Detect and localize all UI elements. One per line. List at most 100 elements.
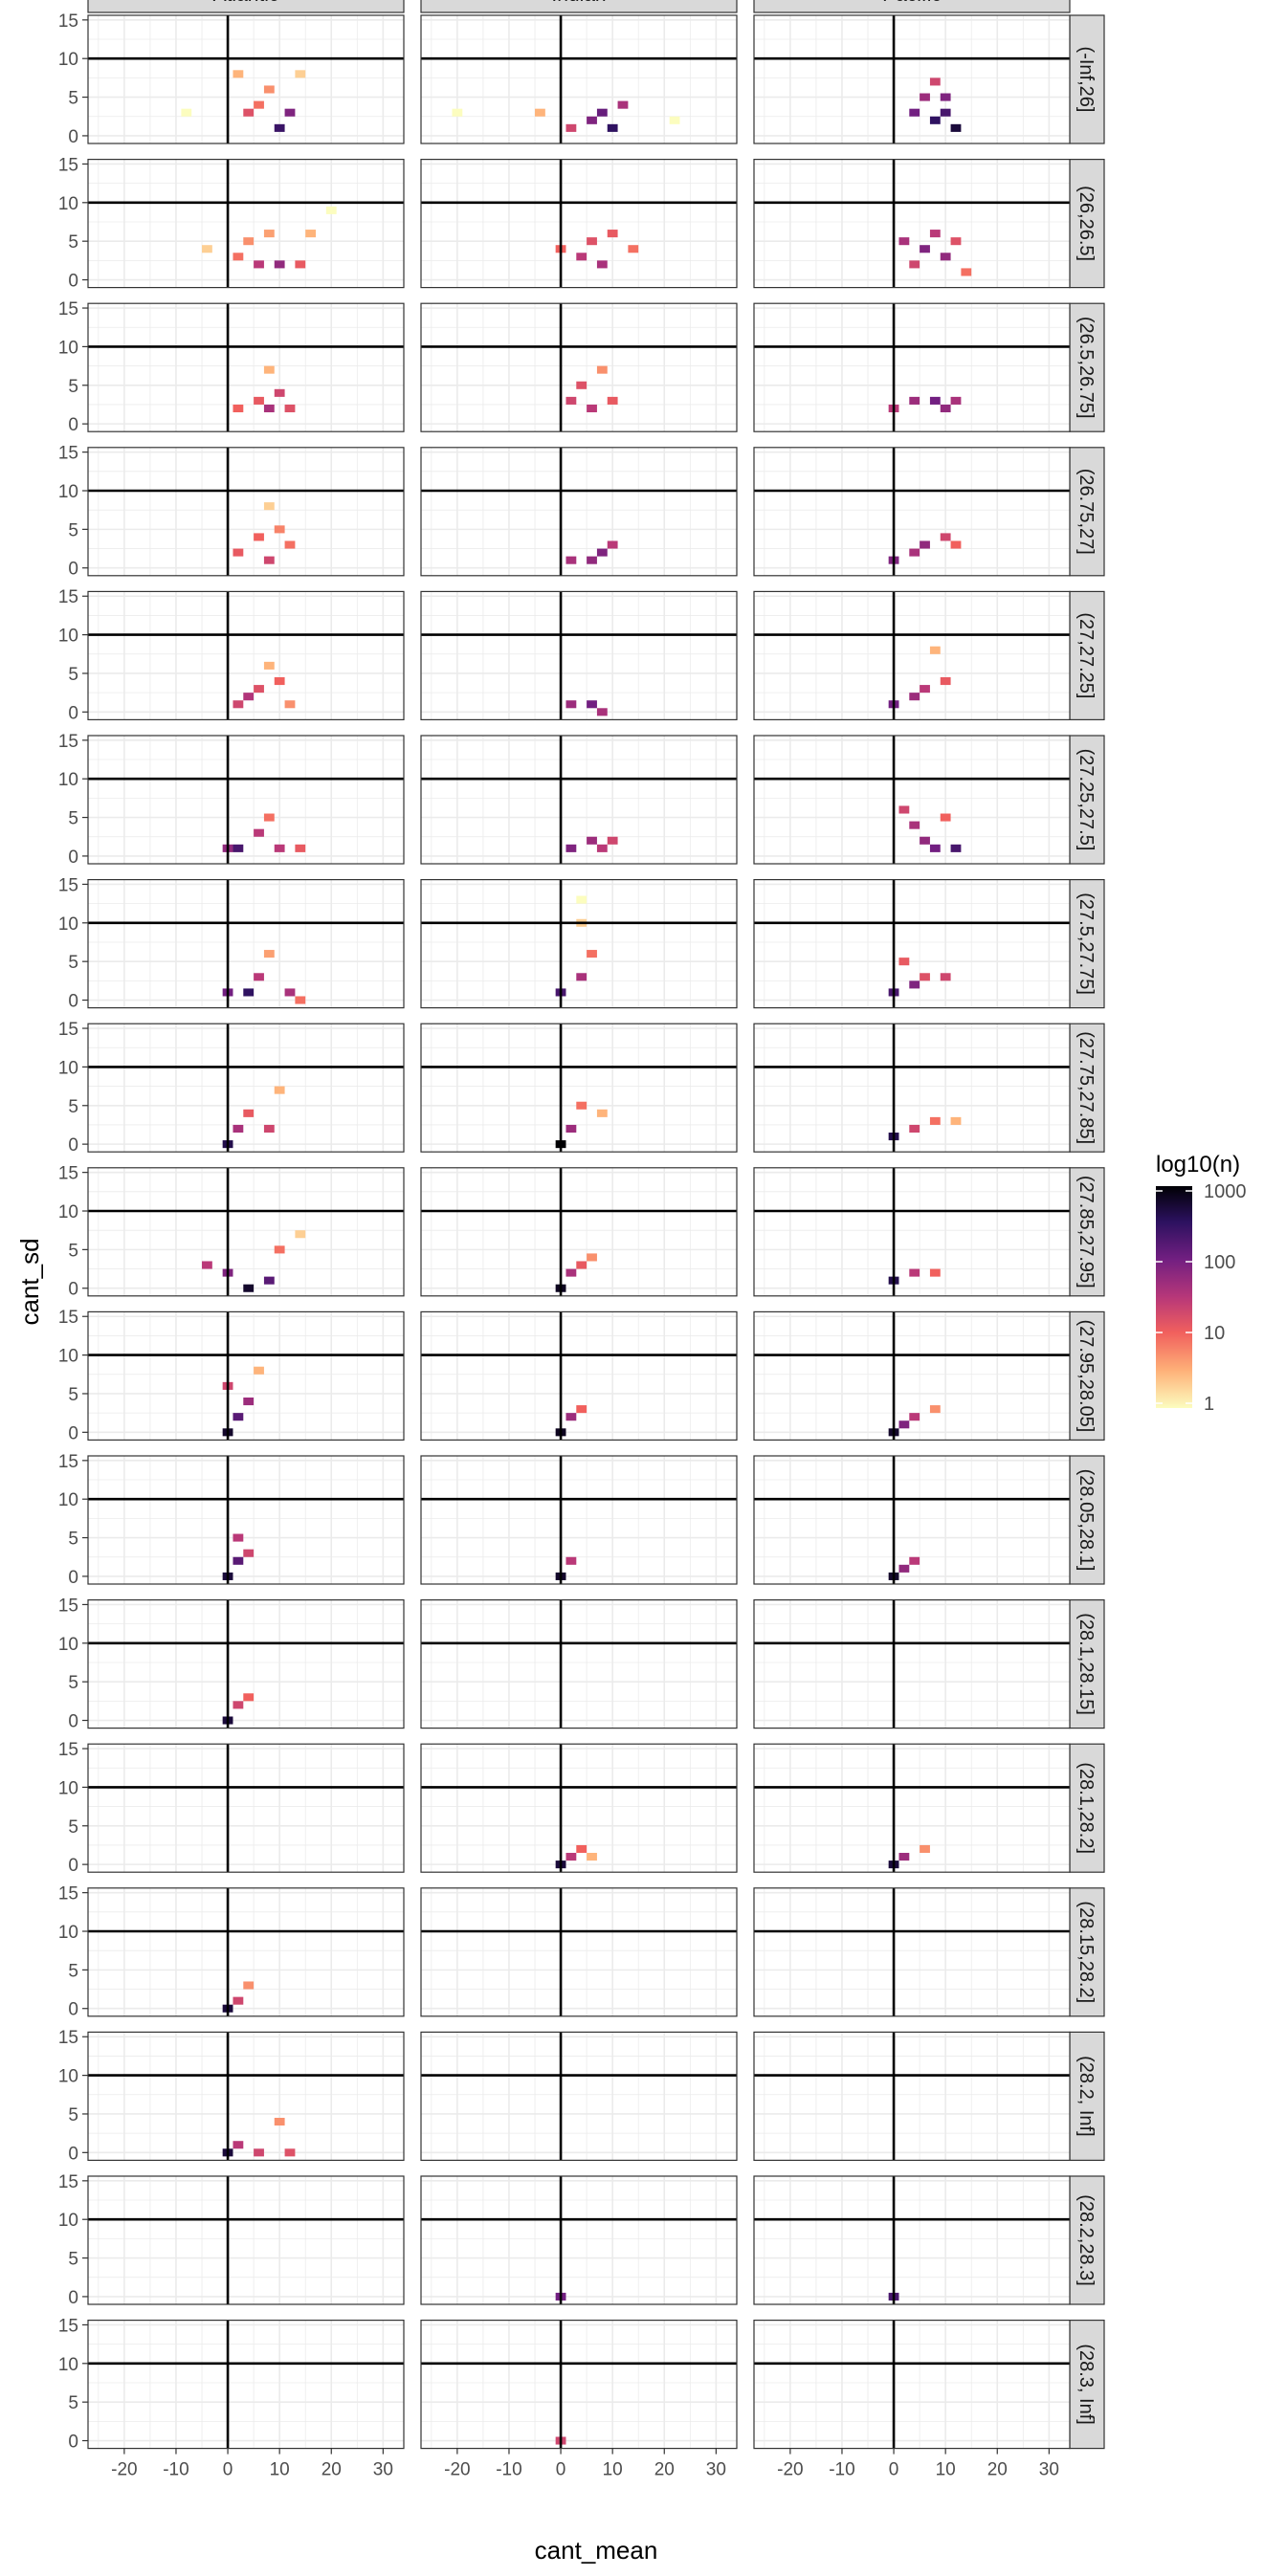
heatmap-tile bbox=[284, 2148, 296, 2157]
facet-panel bbox=[420, 2175, 738, 2305]
heatmap-tile bbox=[607, 123, 618, 132]
y-tick-label: 5 bbox=[68, 2393, 78, 2413]
heatmap-tile bbox=[607, 230, 618, 238]
heatmap-tile bbox=[576, 1844, 588, 1854]
y-tick-label: 5 bbox=[68, 1530, 78, 1550]
y-tick-label: 5 bbox=[68, 1385, 78, 1405]
heatmap-tile bbox=[243, 108, 255, 117]
facet-panel bbox=[753, 1167, 1071, 1297]
facet-panel bbox=[753, 159, 1071, 289]
heatmap-tile bbox=[909, 260, 920, 269]
y-tick-label: 0 bbox=[68, 2000, 78, 2020]
y-tick-label: 5 bbox=[68, 520, 78, 540]
y-tick-label: 15 bbox=[58, 155, 78, 175]
row-strip-label: (28.05,28.1] bbox=[1075, 1469, 1097, 1572]
heatmap-tile bbox=[233, 1556, 244, 1565]
y-tick-label: 5 bbox=[68, 2105, 78, 2125]
heatmap-tile bbox=[607, 836, 618, 845]
heatmap-tile bbox=[284, 404, 296, 413]
y-tick-label: 15 bbox=[58, 1740, 78, 1760]
heatmap-tile bbox=[274, 677, 285, 686]
facet-panel bbox=[753, 1023, 1071, 1153]
heatmap-tile bbox=[274, 844, 285, 852]
y-tick-label: 10 bbox=[58, 482, 78, 502]
heatmap-tile bbox=[929, 77, 941, 86]
heatmap-tile bbox=[909, 980, 920, 989]
facet-panel bbox=[753, 1455, 1071, 1585]
heatmap-tile bbox=[243, 1693, 255, 1702]
facet-panel bbox=[753, 590, 1071, 721]
facet-panel bbox=[420, 159, 738, 289]
facet-panel bbox=[420, 2031, 738, 2161]
heatmap-tile bbox=[950, 844, 962, 852]
y-tick-label: 15 bbox=[58, 1020, 78, 1040]
heatmap-tile bbox=[920, 1844, 930, 1854]
heatmap-tile bbox=[596, 365, 608, 374]
heatmap-tile bbox=[587, 1853, 597, 1861]
row-strip-label: (28.1,28.2] bbox=[1075, 1762, 1097, 1854]
heatmap-tile bbox=[898, 1564, 910, 1573]
legend-tick-label: 10 bbox=[1204, 1323, 1225, 1344]
heatmap-tile bbox=[898, 1853, 910, 1861]
facet-panel bbox=[420, 1167, 738, 1297]
row-strip: (27.85,27.95] bbox=[1069, 1167, 1105, 1297]
y-tick-label: 0 bbox=[68, 1280, 78, 1300]
heatmap-tile bbox=[263, 230, 275, 238]
heatmap-tile bbox=[587, 404, 597, 413]
heatmap-tile bbox=[950, 540, 962, 549]
column-strip: Indian bbox=[420, 0, 738, 13]
x-tick-label: 10 bbox=[936, 2460, 956, 2480]
heatmap-tile bbox=[243, 1109, 255, 1117]
y-tick-label: 5 bbox=[68, 89, 78, 109]
legend-title: log10(n) bbox=[1156, 1152, 1240, 1178]
row-strip-label: (27.25,27.5] bbox=[1075, 749, 1097, 851]
heatmap-tile bbox=[254, 100, 264, 109]
y-tick-label: 0 bbox=[68, 1712, 78, 1732]
row-strip: (26.75,27] bbox=[1069, 447, 1105, 577]
legend: log10(n) 1 10 100 1000 bbox=[1156, 1152, 1247, 1415]
heatmap-tile bbox=[596, 1109, 608, 1117]
heatmap-tile bbox=[295, 844, 306, 852]
facet-panel bbox=[753, 2031, 1071, 2161]
heatmap-tile bbox=[243, 1284, 255, 1292]
y-tick-label: 15 bbox=[58, 11, 78, 32]
legend-ticks: 1 10 100 1000 bbox=[1156, 1181, 1247, 1415]
heatmap-tile bbox=[940, 253, 951, 261]
heatmap-tile bbox=[940, 404, 951, 413]
y-tick-label: 10 bbox=[58, 2211, 78, 2231]
y-tick-label: 10 bbox=[58, 914, 78, 935]
heatmap-tile bbox=[284, 988, 296, 997]
heatmap-tile bbox=[929, 646, 941, 654]
heatmap-tile bbox=[305, 230, 317, 238]
row-strip: (27.75,27.85] bbox=[1069, 1023, 1105, 1153]
y-tick-label: 0 bbox=[68, 2288, 78, 2308]
heatmap-tile bbox=[233, 548, 244, 557]
row-strip: (27.25,27.5] bbox=[1069, 735, 1105, 865]
y-tick-label: 10 bbox=[58, 50, 78, 70]
facet-panel bbox=[87, 1887, 405, 2017]
y-tick-label: 10 bbox=[58, 338, 78, 358]
row-strip: (27.5,27.75] bbox=[1069, 878, 1105, 1009]
heatmap-tile bbox=[284, 108, 296, 117]
y-tick-label: 5 bbox=[68, 2250, 78, 2270]
facet-panel bbox=[753, 14, 1071, 144]
facet-panels: Atlantic Indian Pacific (-Inf,26] 0 5 10 15 (26,… bbox=[58, 0, 1105, 2480]
y-tick-label: 10 bbox=[58, 1490, 78, 1510]
heatmap-tile bbox=[181, 108, 192, 117]
heatmap-tile bbox=[940, 677, 951, 686]
row-strip: (28.1,28.2] bbox=[1069, 1743, 1105, 1873]
y-tick-label: 10 bbox=[58, 627, 78, 647]
column-strip-label: Pacific bbox=[882, 0, 942, 6]
column-strip: Pacific bbox=[753, 0, 1071, 13]
heatmap-tile bbox=[920, 93, 930, 101]
heatmap-tile bbox=[263, 404, 275, 413]
heatmap-tile bbox=[909, 1556, 920, 1565]
heatmap-tile bbox=[909, 1124, 920, 1134]
heatmap-tile bbox=[452, 108, 463, 117]
heatmap-tile bbox=[274, 1245, 285, 1254]
heatmap-tile bbox=[263, 502, 275, 511]
heatmap-tile bbox=[940, 533, 951, 541]
heatmap-tile bbox=[596, 844, 608, 852]
row-strip-label: (27.75,27.85] bbox=[1075, 1031, 1097, 1144]
heatmap-tile bbox=[535, 108, 545, 117]
